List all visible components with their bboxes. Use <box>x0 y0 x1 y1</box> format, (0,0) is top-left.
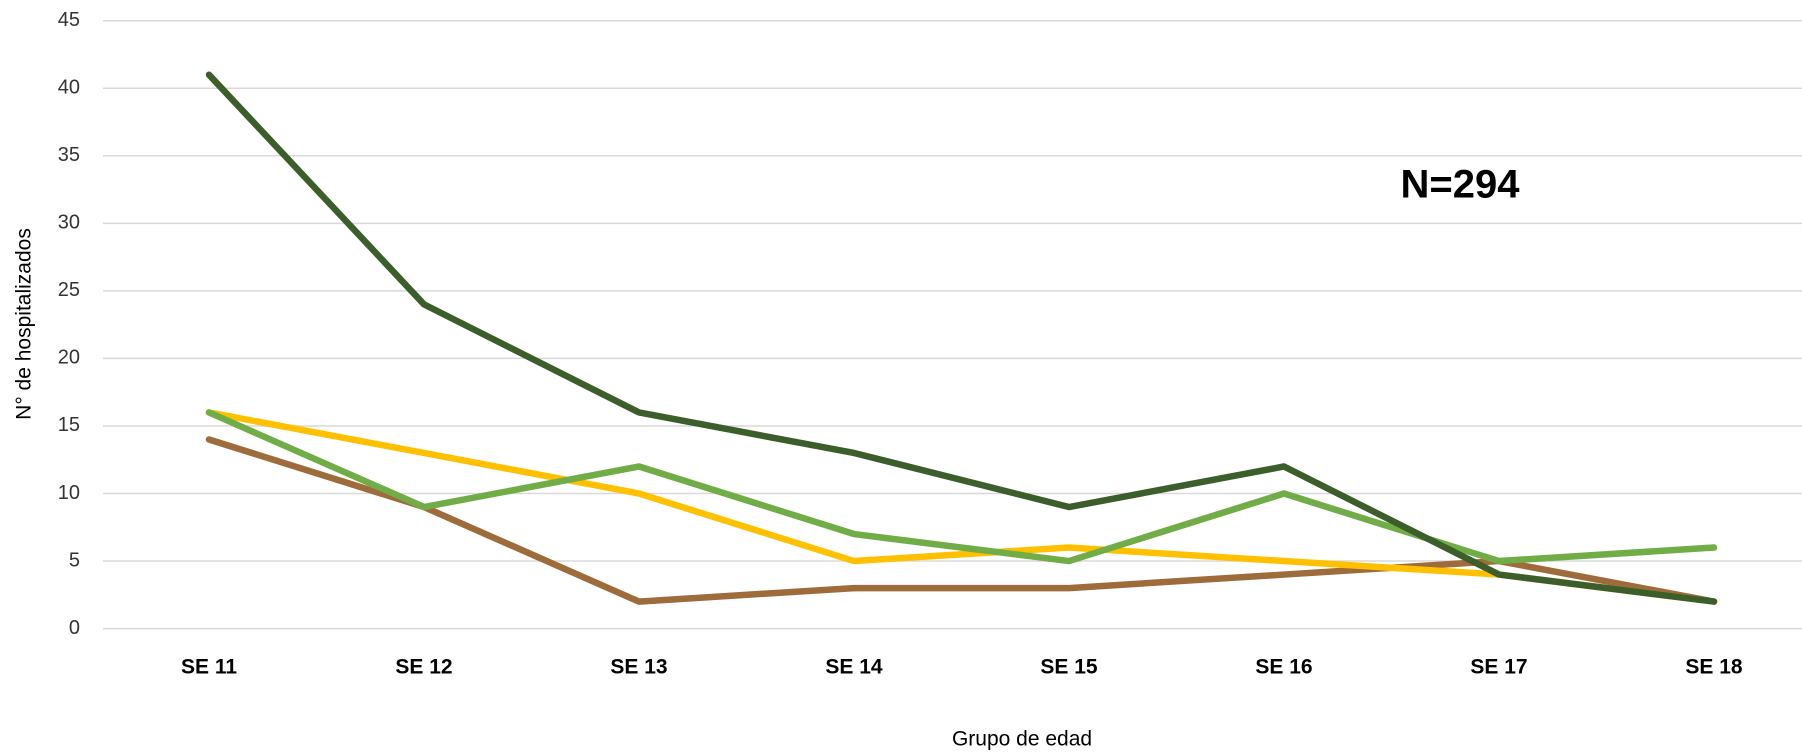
x-axis-title: Grupo de edad <box>952 728 1092 751</box>
y-tick-label: 0 <box>69 617 80 639</box>
y-tick-label: 10 <box>58 482 80 504</box>
y-tick-label: 40 <box>58 77 80 99</box>
x-tick-label: SE 16 <box>1255 656 1312 679</box>
x-tick-label: SE 11 <box>181 656 237 679</box>
y-tick-label: 25 <box>58 279 80 301</box>
series-line <box>205 409 1718 605</box>
x-tick-label: SE 12 <box>395 656 452 679</box>
y-tick-label: 15 <box>58 414 80 436</box>
x-tick-label: SE 18 <box>1685 656 1743 679</box>
y-tick-label: 35 <box>58 144 80 166</box>
y-axis-title: N° de hospitalizados <box>13 228 36 420</box>
y-tick-label: 30 <box>58 212 80 234</box>
x-tick-label: SE 15 <box>1040 656 1098 679</box>
y-tick-label: 45 <box>58 9 80 31</box>
x-tick-label: SE 14 <box>825 656 883 679</box>
y-tick-label: 5 <box>69 549 80 571</box>
x-tick-label: SE 17 <box>1470 656 1527 679</box>
series-line <box>205 409 1718 565</box>
annotation: N=294 <box>1401 163 1521 207</box>
series-line <box>205 71 1718 605</box>
x-tick-label: SE 13 <box>610 656 667 679</box>
y-tick-label: 20 <box>58 347 80 369</box>
series-line <box>205 436 1718 605</box>
